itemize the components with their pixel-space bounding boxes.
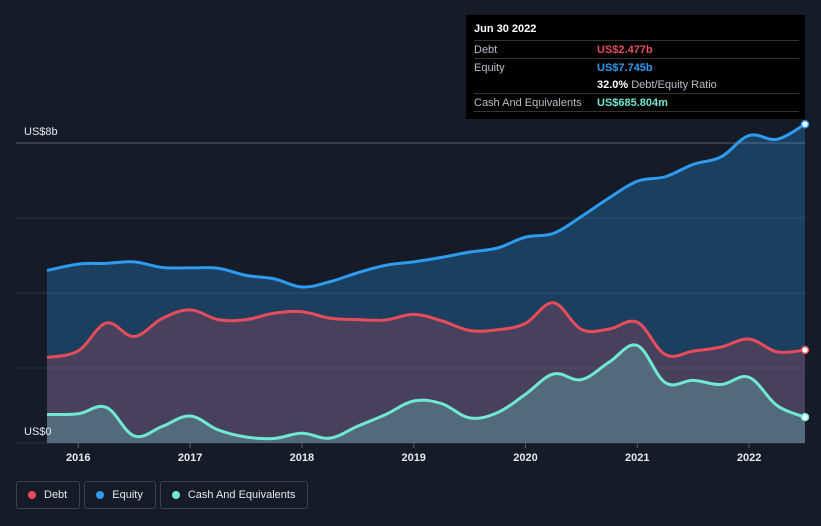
- tooltip-cash-value: US$685.804m: [597, 97, 668, 109]
- grid-lines: [16, 142, 805, 444]
- chart-tooltip: Jun 30 2022 Debt US$2.477b Equity US$7.7…: [466, 15, 805, 119]
- end-marker-equity: [800, 120, 810, 129]
- y-axis-top-label: US$8b: [24, 126, 58, 138]
- legend-label-equity: Equity: [112, 489, 143, 501]
- tooltip-date: Jun 30 2022: [474, 23, 799, 41]
- tooltip-ratio-value: 32.0%: [597, 79, 629, 91]
- line-equity: [46, 122, 806, 289]
- legend-dot-debt-icon: [28, 491, 36, 499]
- tooltip-debt-label: Debt: [474, 44, 498, 56]
- chart-lines: [46, 122, 806, 441]
- tooltip-row-ratio: 32.0% Debt/Equity Ratio: [474, 77, 799, 94]
- tooltip-row-debt: Debt US$2.477b: [474, 42, 799, 59]
- x-tick-label: 2017: [178, 452, 202, 464]
- tooltip-equity-value: US$7.745b: [597, 62, 653, 74]
- legend-item-equity[interactable]: Equity: [84, 481, 156, 509]
- x-tick-label: 2016: [66, 452, 90, 464]
- legend-dot-equity-icon: [96, 491, 105, 499]
- tooltip-cash-label: Cash And Equivalents: [474, 97, 582, 109]
- area-cash-and-equivalents: [47, 344, 805, 443]
- y-axis-bottom-label: US$0: [24, 426, 52, 438]
- tooltip-row-cash: Cash And Equivalents US$685.804m: [474, 95, 799, 112]
- legend-item-debt[interactable]: Debt: [16, 481, 81, 509]
- tooltip-equity-label: Equity: [474, 62, 505, 74]
- x-tick-label: 2022: [737, 452, 761, 464]
- line-cash-and-equivalents: [46, 343, 806, 441]
- end-marker-debt: [800, 345, 810, 355]
- tooltip-row-equity: Equity US$7.745b: [474, 60, 799, 76]
- x-tick-label: 2019: [401, 452, 425, 464]
- x-tick-label: 2018: [290, 452, 314, 464]
- legend-dot-cash-icon: [171, 491, 180, 499]
- chart-legend: Debt Equity Cash And Equivalents: [16, 481, 309, 509]
- area-equity: [47, 124, 805, 443]
- x-tick-label: 2021: [625, 452, 649, 464]
- x-axis-ticks: 2016 2017 2018 2019 2020 2021 2022: [66, 443, 761, 464]
- area-debt: [47, 302, 805, 443]
- chart-areas: [47, 124, 805, 443]
- tooltip-ratio-label: Debt/Equity Ratio: [631, 79, 717, 91]
- end-marker-cash-and-equivalents: [800, 412, 810, 422]
- legend-item-cash[interactable]: Cash And Equivalents: [159, 481, 309, 509]
- legend-label-cash: Cash And Equivalents: [187, 489, 296, 501]
- x-tick-label: 2020: [513, 452, 537, 464]
- tooltip-debt-value: US$2.477b: [597, 44, 653, 56]
- chart-end-markers: [800, 120, 810, 422]
- line-debt: [46, 301, 806, 359]
- legend-label-debt: Debt: [44, 489, 68, 501]
